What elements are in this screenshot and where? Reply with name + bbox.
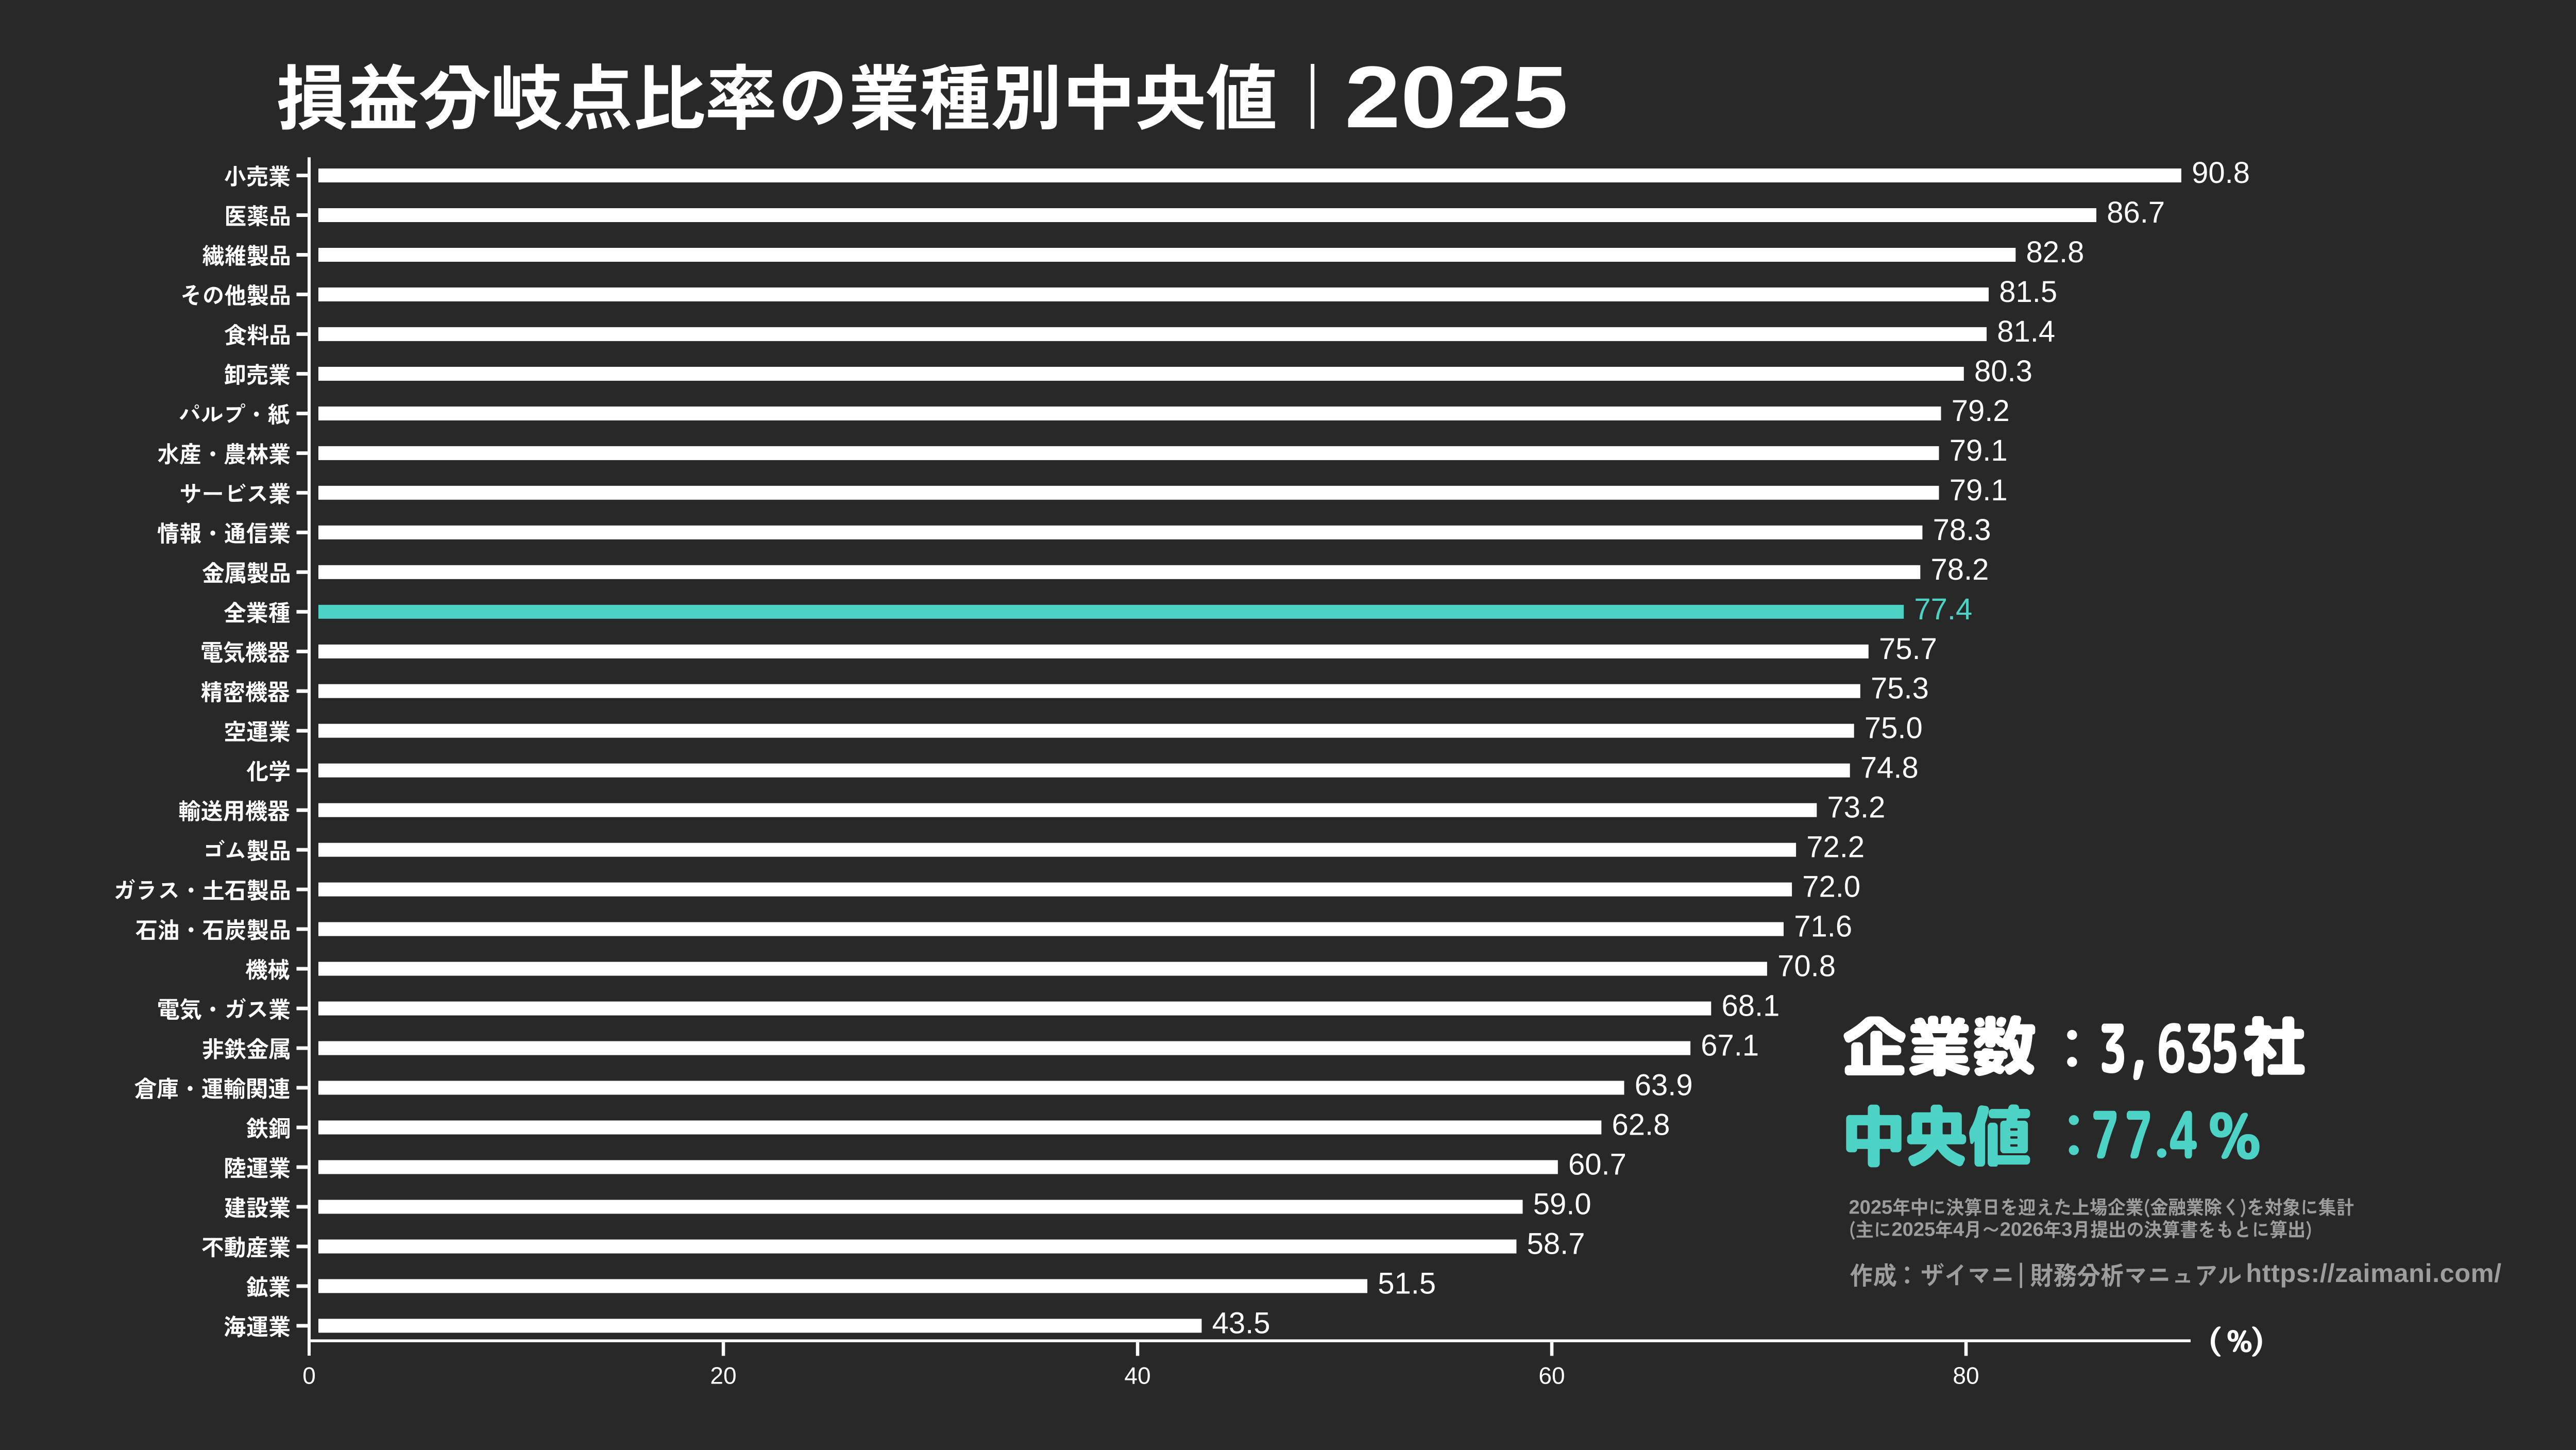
svg-text:81.4: 81.4	[1997, 315, 2055, 348]
svg-text:2025: 2025	[1892, 1219, 1936, 1241]
svg-text:75.3: 75.3	[1871, 672, 1929, 705]
svg-text:74.8: 74.8	[1860, 751, 1919, 785]
svg-text:51.5: 51.5	[1378, 1267, 1436, 1300]
svg-text:78.2: 78.2	[1931, 553, 1989, 586]
svg-text:77.4: 77.4	[1914, 593, 1972, 626]
svg-text:40: 40	[1124, 1362, 1150, 1389]
svg-text:2025: 2025	[1345, 48, 1568, 146]
svg-text:79.1: 79.1	[1950, 474, 2008, 507]
svg-text:72.0: 72.0	[1802, 870, 1860, 904]
svg-text:2025: 2025	[1849, 1196, 1893, 1218]
svg-text:58.7: 58.7	[1527, 1227, 1585, 1261]
svg-text:75.7: 75.7	[1879, 632, 1937, 666]
svg-text:79.2: 79.2	[1952, 394, 2010, 428]
svg-text:68.1: 68.1	[1722, 989, 1780, 1023]
svg-text:75.0: 75.0	[1865, 712, 1923, 745]
svg-text:4: 4	[1953, 1219, 1964, 1241]
svg-text:2026: 2026	[2000, 1219, 2044, 1241]
svg-text:62.8: 62.8	[1612, 1108, 1670, 1142]
svg-text:72.2: 72.2	[1806, 831, 1865, 864]
svg-text:20: 20	[710, 1362, 736, 1389]
svg-text:73.2: 73.2	[1827, 791, 1886, 824]
svg-text:59.0: 59.0	[1533, 1188, 1591, 1221]
svg-text:71.6: 71.6	[1794, 910, 1852, 943]
svg-text:63.9: 63.9	[1635, 1069, 1693, 1102]
svg-text:80.3: 80.3	[1974, 355, 2032, 388]
svg-text:90.8: 90.8	[2192, 156, 2250, 190]
svg-text:80: 80	[1953, 1362, 1979, 1389]
svg-text:60: 60	[1538, 1362, 1565, 1389]
svg-text:86.7: 86.7	[2107, 196, 2165, 229]
svg-text:81.5: 81.5	[1999, 275, 2057, 309]
svg-text:78.3: 78.3	[1933, 513, 1991, 547]
svg-text:https://zaimani.com/: https://zaimani.com/	[2246, 1258, 2501, 1288]
svg-text:82.8: 82.8	[2026, 235, 2084, 269]
svg-text:3: 3	[2061, 1219, 2072, 1241]
svg-text:79.1: 79.1	[1950, 434, 2008, 467]
svg-text:60.7: 60.7	[1568, 1148, 1626, 1182]
svg-text:70.8: 70.8	[1777, 950, 1836, 983]
svg-text:43.5: 43.5	[1212, 1306, 1270, 1340]
svg-text:67.1: 67.1	[1701, 1029, 1759, 1063]
svg-text:0: 0	[302, 1362, 316, 1389]
